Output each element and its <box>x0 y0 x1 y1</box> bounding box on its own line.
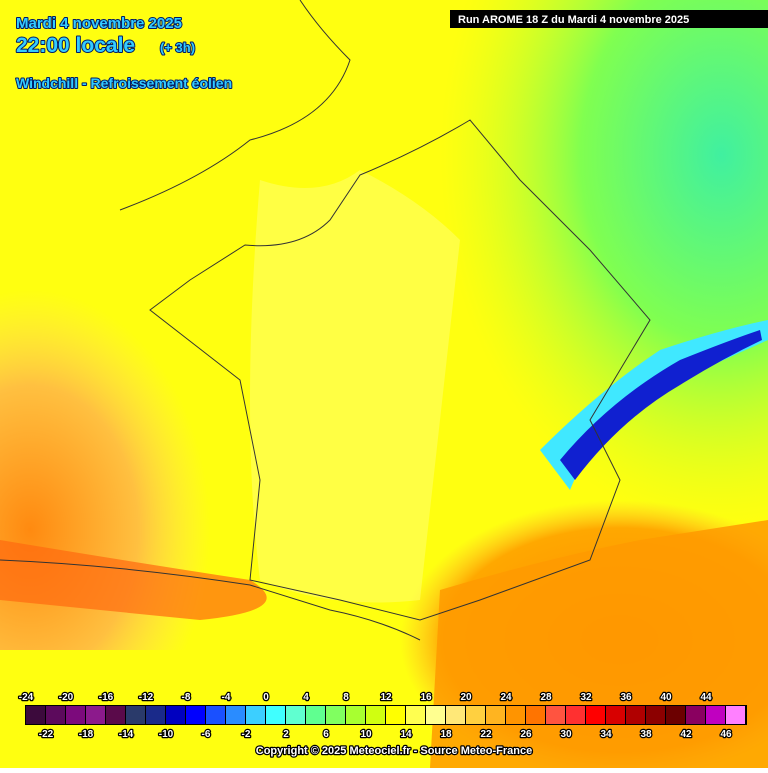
pyrenees-warm <box>0 540 267 620</box>
legend-top-label: 40 <box>660 692 672 703</box>
header-date: Mardi 4 novembre 2025 <box>16 15 182 32</box>
legend-top-label: 32 <box>580 692 592 703</box>
legend-swatch <box>686 706 705 724</box>
legend-top-label: 20 <box>460 692 472 703</box>
legend-swatch <box>526 706 545 724</box>
legend-bottom-label: 26 <box>520 729 532 740</box>
copyright: Copyright © 2025 Meteociel.fr - Source M… <box>256 745 532 757</box>
legend-top-label: -12 <box>139 692 154 703</box>
legend-top-label: -8 <box>182 692 191 703</box>
legend-swatch <box>386 706 405 724</box>
legend-bottom-label: 30 <box>560 729 572 740</box>
legend-swatch <box>486 706 505 724</box>
legend: -24 -20 -16 -12 -8 -4 0 4 8 12 16 20 24 28 32 36 40 44-22… <box>18 691 747 741</box>
legend-swatch <box>466 706 485 724</box>
legend-swatch <box>86 706 105 724</box>
legend-swatch <box>26 706 45 724</box>
legend-swatch <box>46 706 65 724</box>
legend-swatch <box>726 706 745 724</box>
legend-top-label: 24 <box>500 692 512 703</box>
legend-bottom-label: 34 <box>600 729 612 740</box>
legend-top-label: 8 <box>343 692 349 703</box>
legend-bottom-label: 18 <box>440 729 452 740</box>
legend-top-label: -16 <box>99 692 114 703</box>
legend-bottom-label: -2 <box>242 729 251 740</box>
header-offset: (+ 3h) <box>160 40 195 55</box>
legend-bottom-label: -18 <box>79 729 94 740</box>
legend-bottom-label: 14 <box>400 729 412 740</box>
legend-swatch <box>406 706 425 724</box>
legend-top-label: -24 <box>19 692 34 703</box>
legend-swatch <box>546 706 565 724</box>
legend-bottom-label: -6 <box>202 729 211 740</box>
legend-swatch <box>626 706 645 724</box>
legend-swatch <box>146 706 165 724</box>
legend-bottom-label: -22 <box>39 729 54 740</box>
legend-top-label: 12 <box>380 692 392 703</box>
legend-bottom-label: -14 <box>119 729 134 740</box>
legend-top-label: 44 <box>700 692 712 703</box>
run-label: Run AROME 18 Z du Mardi 4 novembre 2025 <box>458 14 689 26</box>
header-parameter: Windchill - Refroissement éolien <box>16 75 232 91</box>
legend-swatch <box>506 706 525 724</box>
legend-swatch <box>266 706 285 724</box>
legend-top-label: 16 <box>420 692 432 703</box>
legend-top-label: -20 <box>59 692 74 703</box>
legend-swatch <box>366 706 385 724</box>
legend-swatch <box>246 706 265 724</box>
uk-coast <box>119 0 351 211</box>
legend-swatch <box>106 706 125 724</box>
spain-border <box>0 559 421 641</box>
legend-swatch <box>186 706 205 724</box>
legend-swatch <box>566 706 585 724</box>
legend-swatch <box>126 706 145 724</box>
legend-swatch <box>226 706 245 724</box>
legend-swatch <box>206 706 225 724</box>
legend-swatch <box>606 706 625 724</box>
legend-top-label: -4 <box>222 692 231 703</box>
legend-swatch <box>666 706 685 724</box>
legend-bottom-label: 6 <box>323 729 329 740</box>
france-border <box>149 119 651 621</box>
legend-bottom-label: -10 <box>159 729 174 740</box>
legend-swatch <box>286 706 305 724</box>
header-time: 22:00 locale <box>16 34 135 57</box>
legend-swatch <box>306 706 325 724</box>
legend-swatch <box>166 706 185 724</box>
legend-swatch <box>346 706 365 724</box>
legend-swatch <box>326 706 345 724</box>
legend-top-label: 0 <box>263 692 269 703</box>
western-france <box>250 170 460 603</box>
legend-bottom-label: 22 <box>480 729 492 740</box>
legend-swatch <box>586 706 605 724</box>
legend-bottom-label: 10 <box>360 729 372 740</box>
alps-blue <box>560 330 762 480</box>
legend-bottom-label: 42 <box>680 729 692 740</box>
legend-top-label: 36 <box>620 692 632 703</box>
run-banner <box>450 10 768 28</box>
legend-swatch <box>446 706 465 724</box>
legend-bottom-label: 46 <box>720 729 732 740</box>
legend-swatch <box>706 706 725 724</box>
legend-swatch <box>646 706 665 724</box>
legend-swatch <box>66 706 85 724</box>
legend-top-label: 4 <box>303 692 309 703</box>
legend-swatch <box>426 706 445 724</box>
legend-top-label: 28 <box>540 692 552 703</box>
legend-bottom-label: 38 <box>640 729 652 740</box>
legend-bottom-label: 2 <box>283 729 289 740</box>
